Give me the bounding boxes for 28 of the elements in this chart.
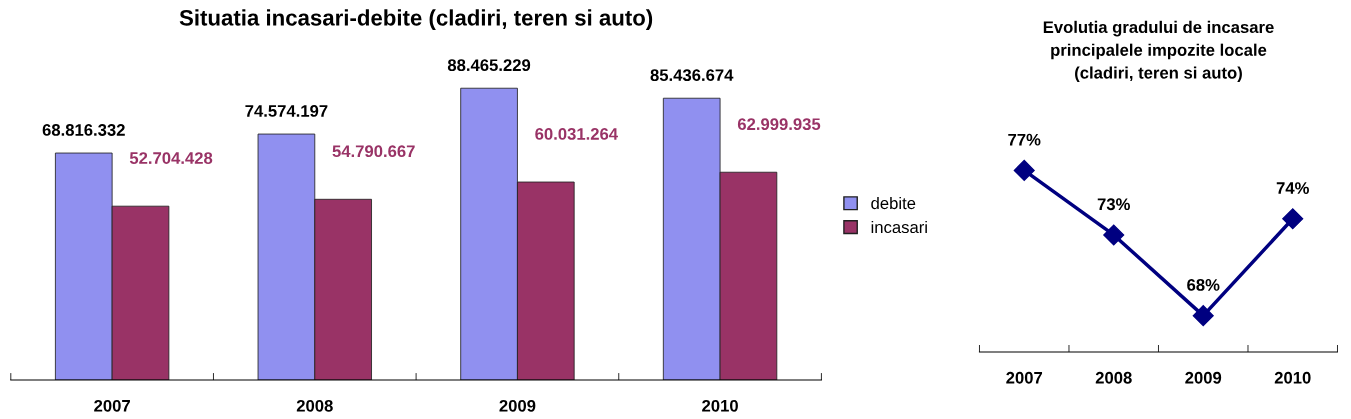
data-label: 52.704.428: [129, 152, 213, 164]
x-tick-label: 2009: [499, 399, 536, 412]
point: [1192, 305, 1214, 327]
point: [1282, 208, 1304, 230]
chart-title: Evolutia gradului de incasare principalele impozite locale (cladiri, teren si auto): [1043, 20, 1274, 82]
x-tick-label: 2010: [702, 399, 738, 412]
data-label: 62.999.935: [737, 118, 821, 131]
data-label: 68.816.332: [42, 124, 125, 136]
x-tick-label: 2009: [1185, 371, 1222, 384]
data-label: 85.436.674: [650, 69, 734, 82]
data-label: 74%: [1276, 182, 1309, 194]
legend-label: incasari: [871, 220, 927, 234]
x-tick-label: 2010: [1274, 371, 1311, 384]
data-label: 68%: [1187, 279, 1220, 291]
x-tick-label: 2008: [1095, 371, 1132, 384]
legend-label: debite: [871, 196, 916, 210]
point: [1013, 159, 1035, 181]
data-label: 60.031.264: [535, 128, 618, 140]
data-label: 73%: [1097, 198, 1130, 211]
x-tick-label: 2008: [296, 399, 333, 412]
data-label: 54.790.667: [332, 145, 415, 158]
x-tick-label: 2007: [1006, 371, 1043, 384]
data-label: 88.465.229: [447, 59, 531, 72]
x-tick-label: 2007: [94, 399, 130, 412]
point: [1103, 224, 1125, 246]
data-label: 77%: [1008, 133, 1041, 146]
chart-title: Situatia incasari-debite (cladiri, teren si auto): [179, 9, 653, 31]
data-label: 74.574.197: [245, 105, 328, 117]
